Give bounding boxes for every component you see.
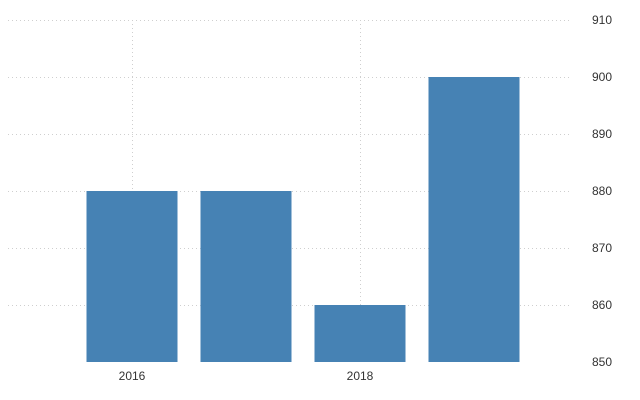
y-axis: 850 860 870 880 890 900 910: [592, 13, 612, 369]
y-tick-label: 910: [592, 13, 612, 27]
y-tick-label: 870: [592, 241, 612, 255]
y-tick-label: 880: [592, 184, 612, 198]
x-axis: 2016 2018: [119, 369, 374, 383]
bar-2018: [314, 305, 406, 362]
y-tick-label: 900: [592, 70, 612, 84]
y-tick-label: 890: [592, 127, 612, 141]
bars: [86, 77, 520, 362]
bar-2019: [428, 77, 520, 362]
y-tick-label: 860: [592, 298, 612, 312]
y-tick-label: 850: [592, 355, 612, 369]
x-tick-label: 2018: [347, 369, 374, 383]
x-tick-label: 2016: [119, 369, 146, 383]
bar-2016: [86, 191, 178, 362]
bar-2017: [200, 191, 292, 362]
